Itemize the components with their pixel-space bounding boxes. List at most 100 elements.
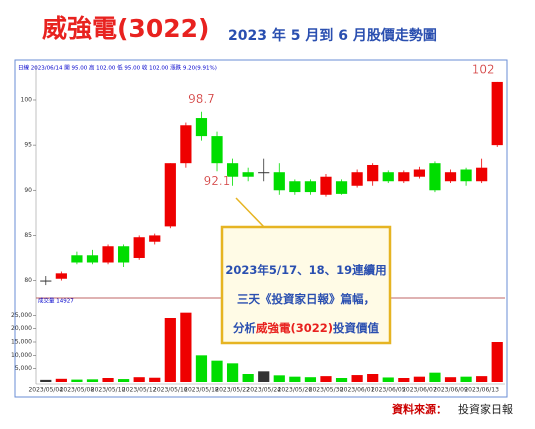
candle-body [211, 136, 223, 164]
volume-info: 成交量 14927 [38, 297, 74, 305]
x-tick-label: 2023/05/04 [28, 387, 63, 394]
callout-segment: 2023年5/17、18、19連續用 [225, 263, 386, 277]
volume-bar [367, 374, 379, 382]
volume-bar [429, 372, 441, 382]
x-tick-label: 2023/05/18 [184, 387, 219, 394]
y-tick-label: 95 [24, 142, 32, 149]
candle-body [195, 118, 208, 137]
volume-bar [273, 375, 285, 382]
chart-subtitle: 2023 年 5 月到 6 月股價走勢圖 [228, 27, 437, 44]
candle-body [413, 169, 425, 177]
candle-body [382, 172, 394, 182]
candle-body [180, 125, 192, 164]
callout-line: 三天《投資家日報》篇幅， [237, 292, 375, 306]
volume-bar [398, 378, 410, 382]
volume-bar [460, 376, 472, 382]
volume-bar [258, 371, 270, 382]
x-tick-label: 2023/06/09 [433, 387, 468, 394]
volume-bar [320, 376, 332, 382]
candle-body [102, 246, 114, 263]
volume-bar [491, 342, 503, 382]
candle-body [258, 172, 270, 174]
volume-bar [102, 378, 114, 382]
volume-bar [476, 376, 488, 382]
candle-body [320, 176, 332, 195]
volume-bar [86, 379, 99, 382]
callout-text: 2023年5/17、18、19連續用三天《投資家日報》篇幅， 分析威強電(3022… [225, 263, 386, 335]
callout-segment: 三天《投資家日報》篇幅， [237, 292, 375, 306]
candle-body [304, 181, 317, 193]
y-tick-label: 85 [24, 232, 32, 239]
x-tick-label: 2023/05/30 [309, 387, 344, 394]
volume-bar [149, 377, 161, 382]
candle-body [86, 255, 99, 263]
callout-segment: 威強電(3022) [256, 321, 333, 335]
annotation: 98.7 [188, 92, 215, 106]
y-tick-label: 100 [21, 96, 33, 103]
candle-body [55, 273, 67, 279]
candle-body [118, 246, 130, 263]
callout-box [220, 225, 392, 345]
x-tick-label: 2023/05/10 [91, 387, 126, 394]
volume-bar [444, 377, 457, 382]
candle-body [491, 81, 503, 146]
candle-body [149, 235, 161, 242]
x-tick-label: 2023/05/26 [278, 387, 313, 394]
volume-bar [304, 377, 317, 382]
volume-bar [413, 376, 425, 382]
volume-bar [195, 355, 208, 382]
candle-body [242, 172, 254, 177]
volume-bar [71, 379, 83, 382]
x-tick-label: 2023/05/22 [215, 387, 250, 394]
candle-body [226, 163, 239, 177]
y-tick-label: 90 [24, 187, 32, 194]
y2-tick-label: 20,000 [11, 325, 32, 332]
candle-body [289, 181, 301, 193]
volume-bar [55, 378, 67, 382]
candle-body [273, 172, 285, 191]
source: 投資家日報 [458, 402, 513, 416]
y-tick-label: 80 [24, 277, 32, 284]
x-tick-label: 2023/06/13 [464, 387, 499, 394]
volume-bar [289, 376, 301, 382]
callout-arrow [235, 197, 266, 229]
candle-body [367, 164, 379, 182]
annotation: 92.1 [204, 174, 231, 188]
x-tick-label: 2023/05/08 [60, 387, 95, 394]
callout-segment: 分析 [233, 321, 256, 335]
annotation: 102 [472, 62, 495, 76]
callout-line: 分析威強電(3022)投資價值 [233, 321, 380, 335]
candle-body [133, 237, 145, 258]
candle-body [429, 163, 441, 191]
x-tick-label: 2023/05/12 [122, 387, 157, 394]
candle-body [398, 172, 410, 182]
y2-tick-label: 5,000 [15, 365, 32, 372]
callout-segment: 投資價值 [333, 321, 379, 335]
volume-bar [226, 363, 239, 382]
candle-body [164, 163, 176, 227]
source-label: 資料來源： [392, 402, 447, 416]
volume-bar [118, 379, 130, 382]
candle-body [444, 172, 457, 182]
candle-body [351, 172, 363, 186]
x-tick-label: 2023/06/05 [371, 387, 406, 394]
x-tick-label: 2023/05/16 [153, 387, 188, 394]
candle-body [476, 167, 488, 182]
x-tick-label: 2023/05/24 [246, 387, 281, 394]
candle-body [460, 169, 472, 182]
volume-bar [211, 360, 223, 382]
candle-body [71, 255, 83, 263]
y2-tick-label: 25,000 [11, 312, 32, 319]
chart-title: 威強電(3022) [42, 14, 209, 43]
volume-bar [180, 312, 192, 382]
y2-tick-label: 10,000 [11, 352, 32, 359]
plot: 80 85 90 95 100 5,000 10,000 15,000 20,000 25,000… [11, 62, 503, 394]
volume-bar [335, 378, 348, 382]
volume-bar [133, 377, 145, 382]
info-line: 日線 2023/06/14 開 95.00 高 102.00 低 95.00 收… [18, 64, 217, 72]
callout-line: 2023年5/17、18、19連續用 [225, 263, 386, 277]
x-tick-label: 2023/06/01 [340, 387, 375, 394]
candle-body [335, 181, 348, 194]
